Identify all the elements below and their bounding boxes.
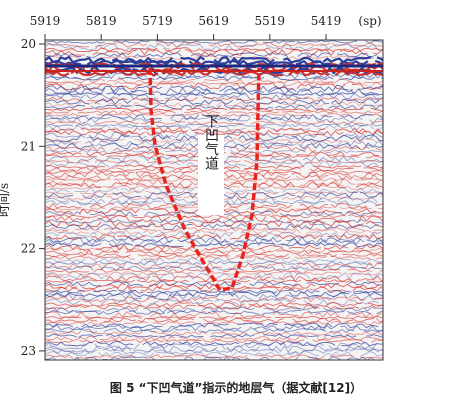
reflection bbox=[45, 186, 383, 194]
reflection bbox=[45, 98, 380, 105]
reflection bbox=[45, 113, 383, 122]
reflection bbox=[45, 338, 383, 344]
reflection bbox=[45, 72, 383, 80]
reflection bbox=[45, 289, 383, 294]
reflection bbox=[45, 348, 383, 355]
reflection bbox=[45, 43, 383, 51]
reflection bbox=[45, 333, 383, 339]
reflection bbox=[45, 52, 378, 58]
x-tick-label: 5719 bbox=[142, 14, 173, 28]
reflection bbox=[45, 75, 383, 82]
reflection bbox=[45, 340, 383, 347]
reflection bbox=[45, 196, 378, 205]
reflection bbox=[45, 181, 383, 189]
reflection bbox=[45, 265, 383, 272]
reflection bbox=[45, 320, 383, 326]
reflection bbox=[45, 271, 381, 276]
reflection bbox=[45, 208, 383, 214]
seismic-texture bbox=[45, 40, 383, 360]
reflection bbox=[45, 213, 383, 219]
x-unit: (sp) bbox=[358, 14, 381, 28]
reflection bbox=[45, 257, 383, 264]
reflection bbox=[45, 145, 383, 153]
reflection bbox=[45, 206, 383, 211]
reflection bbox=[45, 47, 383, 53]
reflection bbox=[45, 342, 383, 350]
y-tick-label: 23 bbox=[21, 344, 36, 358]
reflection bbox=[45, 78, 383, 85]
reflection bbox=[45, 130, 383, 137]
reflection bbox=[45, 268, 383, 273]
reflection bbox=[45, 317, 383, 324]
reflection bbox=[45, 126, 383, 134]
x-tick-label: 5919 bbox=[30, 14, 61, 28]
annotation-box bbox=[198, 135, 224, 215]
reflection bbox=[45, 315, 383, 320]
reflection bbox=[45, 282, 380, 290]
reflection bbox=[45, 290, 383, 298]
reflection bbox=[45, 344, 383, 353]
y-axis-label: 时间/s bbox=[0, 183, 11, 217]
reflection bbox=[45, 166, 383, 173]
reflection bbox=[45, 280, 383, 287]
reflection bbox=[45, 154, 383, 159]
reflection bbox=[45, 354, 383, 360]
reflection bbox=[45, 327, 383, 334]
x-tick-label: 5419 bbox=[311, 14, 342, 28]
reflection bbox=[45, 242, 383, 248]
reflection bbox=[45, 115, 383, 124]
annotation: 下凹气道 bbox=[203, 114, 219, 171]
reflection bbox=[45, 84, 383, 93]
reflection bbox=[45, 120, 383, 125]
reflection bbox=[45, 260, 383, 266]
y-tick-label: 20 bbox=[21, 37, 36, 51]
reflection bbox=[45, 261, 383, 270]
reflection bbox=[45, 228, 380, 235]
reflection bbox=[45, 40, 383, 44]
reflection bbox=[45, 275, 383, 283]
reflection bbox=[45, 110, 383, 115]
reflection bbox=[45, 223, 379, 231]
reflection bbox=[45, 93, 383, 101]
reflection bbox=[45, 59, 383, 66]
reflection bbox=[45, 279, 383, 284]
reflection bbox=[45, 226, 383, 232]
reflection bbox=[45, 324, 383, 332]
reflection bbox=[45, 151, 380, 157]
reflection bbox=[45, 200, 382, 207]
reflection bbox=[45, 82, 383, 91]
reflection bbox=[45, 310, 383, 319]
reflection bbox=[45, 255, 383, 260]
reflection bbox=[45, 107, 383, 112]
y-tick-label: 21 bbox=[21, 139, 36, 153]
reflection bbox=[45, 330, 383, 336]
x-tick-label: 5619 bbox=[198, 14, 229, 28]
reflection bbox=[45, 238, 383, 247]
reflection bbox=[45, 309, 383, 315]
reflection bbox=[45, 184, 380, 191]
y-tick-label: 22 bbox=[21, 242, 36, 256]
reflection bbox=[45, 306, 383, 314]
reflection bbox=[45, 41, 383, 48]
gas-channel-outline bbox=[148, 67, 261, 292]
reflection bbox=[45, 148, 383, 154]
reflection bbox=[45, 122, 383, 128]
reflection bbox=[45, 253, 383, 258]
reflection bbox=[45, 243, 383, 251]
reflection bbox=[45, 112, 383, 117]
caption: 图 5 “下凹气道”指示的地层气（据文献[12]） bbox=[110, 380, 362, 395]
reflection bbox=[45, 296, 383, 303]
x-tick-label: 5519 bbox=[255, 14, 286, 28]
reflection bbox=[45, 96, 383, 102]
x-tick-label: 5819 bbox=[86, 14, 117, 28]
